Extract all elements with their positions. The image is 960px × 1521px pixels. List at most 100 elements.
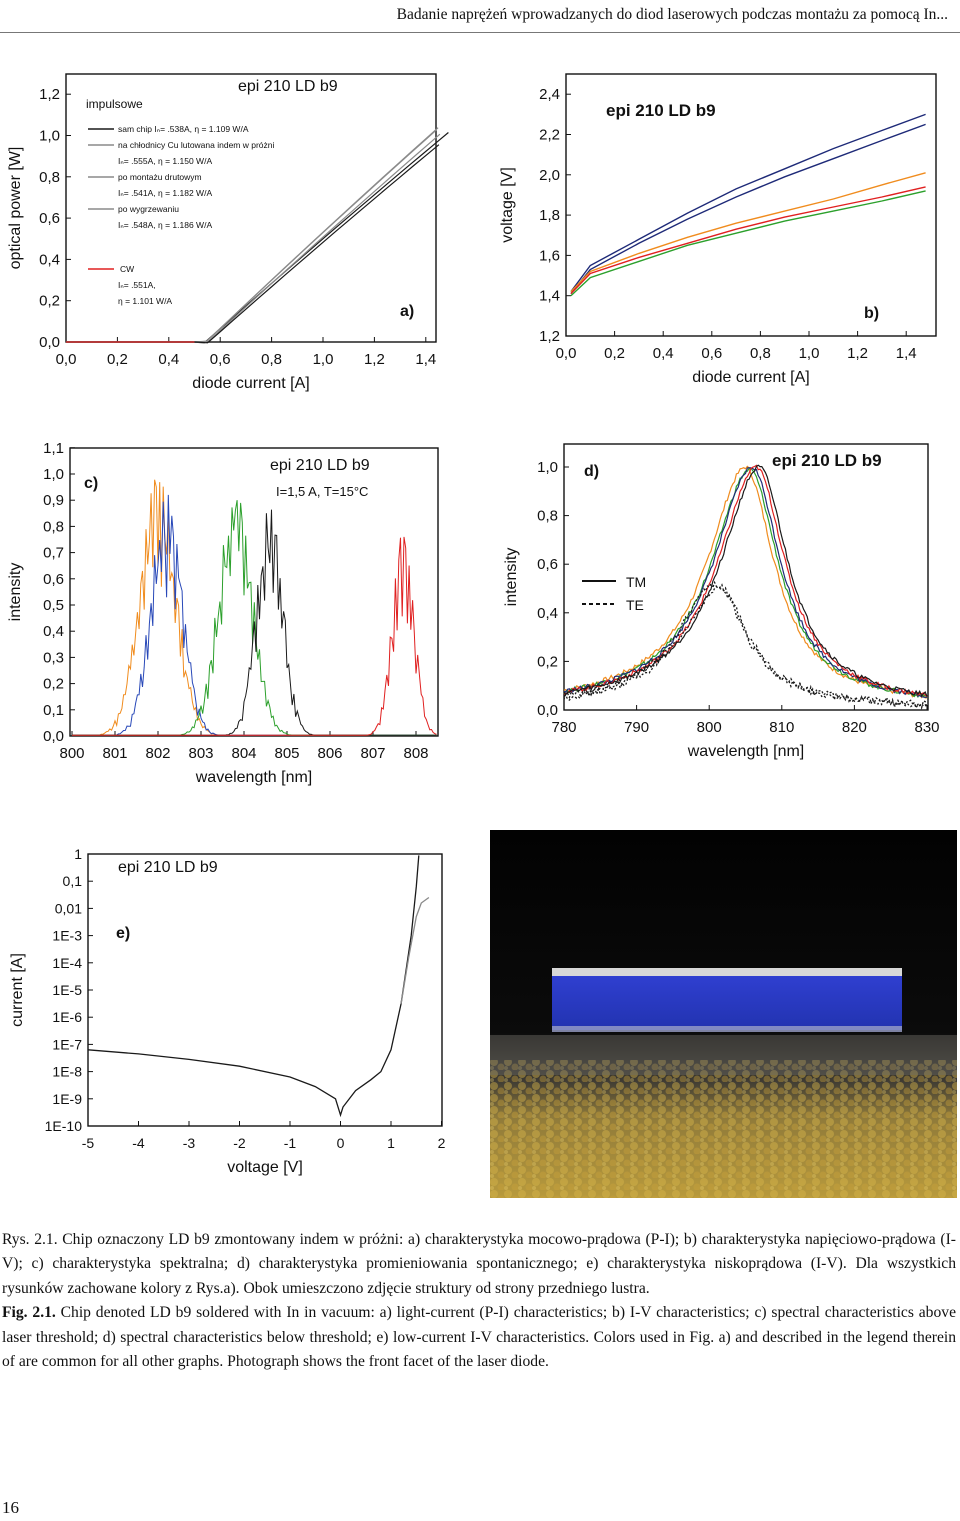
legend-label-tm: TM <box>626 574 646 590</box>
data-line <box>570 172 926 293</box>
y-tick-label: 1,2 <box>539 328 560 345</box>
spectrum-line-te <box>563 585 928 710</box>
y-tick-label: 0,9 <box>43 492 64 509</box>
x-tick-label: 803 <box>188 745 213 762</box>
y-tick-label: 0,0 <box>39 334 60 351</box>
chart-title: epi 210 LD b9 <box>118 859 218 876</box>
panel-label: b) <box>864 305 879 322</box>
chart-c-spectrum-above-threshold: 800 801 802 803 804 805 806 807 808 0,0 0,1 0,2 0,3 0… <box>7 440 439 786</box>
x-tick-label: 1,4 <box>415 351 436 368</box>
y-tick-label: 0,2 <box>39 293 60 310</box>
y-tick-label: 1,6 <box>539 247 560 264</box>
y-tick-label: 1E-10 <box>45 1118 83 1134</box>
x-axis-label: diode current [A] <box>192 375 309 392</box>
x-tick-label: 2 <box>438 1135 446 1151</box>
y-tick-label: 0,0 <box>43 728 64 745</box>
y-tick-label: 1E-7 <box>52 1036 82 1052</box>
y-tick-label: 1,0 <box>43 466 64 483</box>
x-axis-label: diode current [A] <box>692 369 809 386</box>
x-tick-label: 1,0 <box>313 351 334 368</box>
y-tick-label: 1E-3 <box>52 928 82 944</box>
figure-caption: Rys. 2.1. Chip oznaczony LD b9 zmontowan… <box>2 1228 956 1374</box>
x-tick-label: 0,2 <box>604 345 625 362</box>
chart-title: epi 210 LD b9 <box>270 457 370 474</box>
x-tick-label: 802 <box>145 745 170 762</box>
panel-label: a) <box>400 303 414 320</box>
y-tick-label: 1,4 <box>539 288 560 305</box>
y-axis-label: voltage [V] <box>499 167 516 243</box>
y-tick-label: 0,6 <box>43 571 64 588</box>
chart-title: epi 210 LD b9 <box>772 451 882 470</box>
caption-polish: Rys. 2.1. Chip oznaczony LD b9 zmontowan… <box>2 1228 956 1301</box>
y-tick-label: 0,2 <box>537 653 558 670</box>
x-tick-label: 0,8 <box>261 351 282 368</box>
legend-label-te: TE <box>626 597 644 613</box>
x-tick-label: 800 <box>59 745 84 762</box>
iv-line <box>87 855 420 1118</box>
caption-en-label: Fig. 2.1. <box>2 1304 56 1322</box>
x-tick-label: 0,0 <box>56 351 77 368</box>
panel-label: d) <box>584 463 599 480</box>
plot-frame <box>87 853 443 1127</box>
data-line <box>66 133 441 343</box>
x-tick-label: 808 <box>403 745 428 762</box>
y-tick-label: 0,4 <box>43 623 64 640</box>
x-tick-label: 0,4 <box>653 345 674 362</box>
chart-b-voltage-current: 0,0 0,2 0,4 0,6 0,8 1,0 1,2 1,4 1,2 1,4 1,6 1,8 2,0 2… <box>499 73 937 386</box>
plot-frame <box>65 73 437 343</box>
y-tick-label: 2,2 <box>539 127 560 144</box>
x-tick-label: 0,2 <box>107 351 128 368</box>
legend-entry-line2: Iₙ= .555A, η = 1.150 W/A <box>118 156 212 166</box>
y-tick-label: 2,4 <box>539 86 560 103</box>
y-tick-label: 0,3 <box>43 649 64 666</box>
legend-entry-line1: CW <box>120 264 134 274</box>
spectrum-line-te <box>563 580 928 710</box>
legend-title: impulsowe <box>86 97 143 111</box>
chart-d-spectrum-below-threshold: 780 790 800 810 820 830 0,0 0,2 0,4 0,6 0,8 1,0 wave… <box>503 443 940 760</box>
data-line <box>66 144 440 344</box>
data-line <box>570 113 926 293</box>
y-tick-label: 0,6 <box>39 210 60 227</box>
y-tick-label: 0,6 <box>537 556 558 573</box>
y-tick-label: 0,4 <box>537 605 558 622</box>
y-tick-label: 1E-6 <box>52 1009 82 1025</box>
spectrum-line <box>72 494 437 736</box>
x-tick-label: -3 <box>183 1135 196 1151</box>
x-tick-label: -5 <box>82 1135 95 1151</box>
chart-a-power-current: 0,0 0,2 0,4 0,6 0,8 1,0 1,2 1,4 0,0 0,2 0,4 0,6 0,8 1… <box>7 73 449 392</box>
y-axis-label: optical power [W] <box>7 147 24 270</box>
y-tick-label: 0,8 <box>537 508 558 525</box>
legend-entry-line2: Iₙ= .541A, η = 1.182 W/A <box>118 188 212 198</box>
y-tick-label: 2,0 <box>539 167 560 184</box>
caption-pl-text: Chip oznaczony LD b9 zmontowany indem w … <box>2 1231 956 1297</box>
y-tick-label: 0,0 <box>537 702 558 719</box>
y-tick-label: 0,7 <box>43 545 64 562</box>
x-tick-label: 0,4 <box>158 351 179 368</box>
y-tick-label: 0,8 <box>39 169 60 186</box>
data-line <box>570 186 926 295</box>
page-number: 16 <box>2 1498 19 1517</box>
x-axis-label: voltage [V] <box>227 1159 303 1176</box>
page-header: Badanie naprężeń wprowadzanych do diod l… <box>0 0 960 36</box>
y-axis-label: intensity <box>7 563 24 622</box>
spectrum-line-tm <box>563 464 928 698</box>
x-tick-label: -2 <box>233 1135 246 1151</box>
spectrum-line-tm <box>563 467 928 699</box>
legend-entry-line2: Iₙ= .551A, <box>118 280 156 290</box>
x-tick-label: 780 <box>551 719 576 736</box>
y-tick-label: 1,8 <box>539 207 560 224</box>
spectrum-line <box>72 509 437 736</box>
x-tick-label: -1 <box>284 1135 297 1151</box>
caption-english: Fig. 2.1. Chip denoted LD b9 soldered wi… <box>2 1301 956 1374</box>
data-line <box>570 190 926 297</box>
chart-subtitle: I=1,5 A, T=15°C <box>276 484 368 499</box>
x-tick-label: 0,6 <box>701 345 722 362</box>
x-tick-label: 805 <box>274 745 299 762</box>
y-tick-label: 1,1 <box>43 440 64 457</box>
x-tick-label: 820 <box>842 719 867 736</box>
x-tick-label: 0,6 <box>210 351 231 368</box>
spectrum-line-tm <box>563 464 928 698</box>
spectrum-line-tm <box>563 465 927 699</box>
y-tick-label: 0,2 <box>43 676 64 693</box>
panel-label: c) <box>84 475 98 492</box>
